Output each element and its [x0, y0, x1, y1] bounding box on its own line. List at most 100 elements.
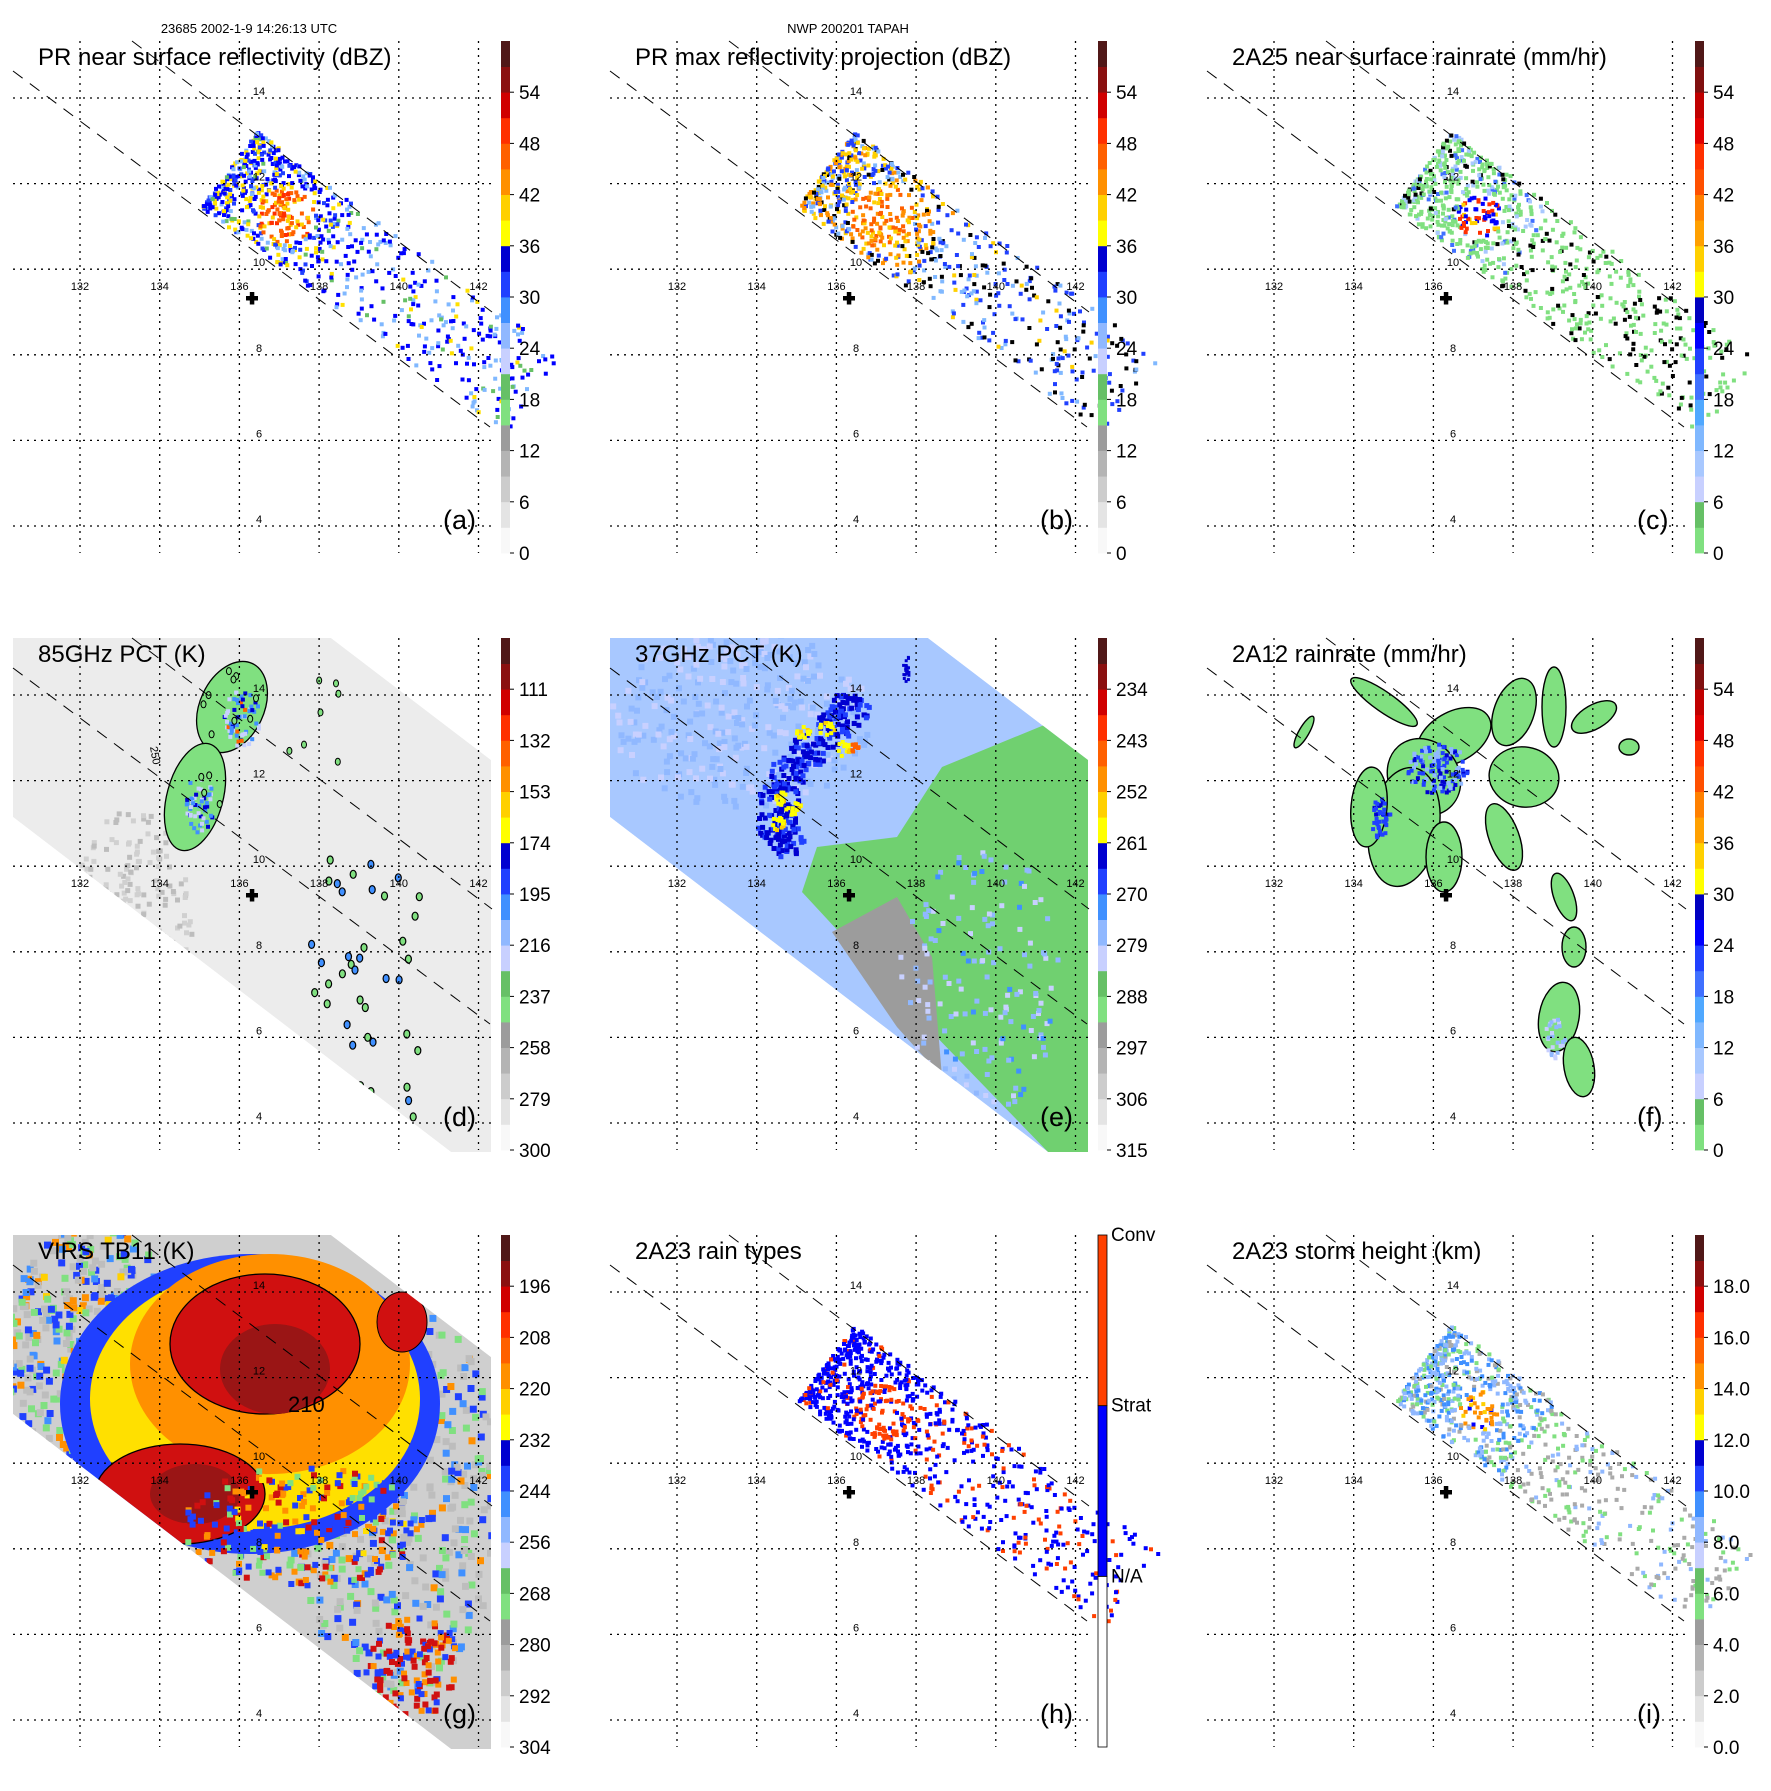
- data-pixel: [487, 1418, 494, 1425]
- data-pixel: [176, 996, 181, 1001]
- data-pixel: [43, 1424, 50, 1431]
- data-pixel: [54, 1338, 61, 1345]
- data-pixel: [1632, 342, 1636, 346]
- data-pixel: [232, 708, 236, 712]
- lat-label: 12: [850, 172, 862, 184]
- data-pixel: [443, 1495, 450, 1502]
- data-pixel: [127, 840, 132, 845]
- data-pixel: [1690, 396, 1694, 400]
- data-pixel: [303, 195, 307, 199]
- data-pixel: [943, 975, 948, 980]
- data-pixel: [756, 631, 762, 637]
- data-pixel: [88, 867, 93, 872]
- data-pixel: [493, 333, 497, 337]
- data-pixel: [1038, 897, 1043, 902]
- data-pixel: [1447, 222, 1451, 226]
- data-pixel: [326, 198, 330, 202]
- data-pixel: [721, 794, 727, 800]
- data-pixel: [1530, 212, 1534, 216]
- data-pixel: [757, 816, 762, 821]
- colorbar-label: 0: [1713, 1141, 1724, 1162]
- data-pixel: [1060, 391, 1064, 395]
- data-pixel: [133, 989, 138, 994]
- data-pixel: [909, 188, 913, 192]
- data-pixel: [987, 912, 992, 917]
- colorbar-segment: [501, 92, 510, 118]
- data-pixel: [997, 345, 1001, 349]
- data-pixel: [664, 759, 670, 765]
- data-pixel: [1429, 769, 1433, 773]
- data-pixel: [298, 255, 302, 259]
- data-pixel: [243, 714, 247, 718]
- lon-label: 132: [668, 281, 686, 293]
- data-pixel: [237, 219, 241, 223]
- data-pixel: [894, 256, 898, 260]
- data-pixel: [1407, 189, 1411, 193]
- data-pixel: [667, 673, 673, 679]
- data-pixel: [118, 973, 123, 978]
- data-pixel: [101, 994, 106, 999]
- colorbar-segment: [501, 220, 510, 246]
- data-pixel: [1452, 138, 1456, 142]
- data-pixel: [1090, 307, 1094, 311]
- data-pixel: [191, 801, 195, 805]
- data-pixel: [1633, 310, 1637, 314]
- colorbar-segment: [501, 1022, 510, 1048]
- data-pixel: [770, 769, 775, 774]
- data-pixel: [1530, 238, 1534, 242]
- data-pixel: [1428, 213, 1432, 217]
- data-pixel: [1051, 352, 1055, 356]
- data-pixel: [794, 673, 800, 679]
- data-pixel: [447, 302, 451, 306]
- data-pixel: [732, 709, 738, 715]
- data-pixel: [1464, 176, 1468, 180]
- data-pixel: [1556, 304, 1560, 308]
- data-pixel: [407, 314, 411, 318]
- data-pixel: [135, 886, 140, 891]
- data-pixel: [28, 1405, 35, 1412]
- data-pixel: [787, 776, 792, 781]
- data-pixel: [283, 243, 287, 247]
- data-pixel: [1600, 293, 1604, 297]
- data-pixel: [777, 729, 783, 735]
- data-pixel: [821, 759, 826, 764]
- data-pixel: [895, 178, 899, 182]
- colorbar-segment: [1098, 246, 1107, 272]
- data-pixel: [802, 206, 806, 210]
- data-pixel: [1539, 226, 1543, 230]
- data-pixel: [999, 903, 1004, 908]
- data-pixel: [1644, 346, 1648, 350]
- data-pixel: [1022, 952, 1027, 957]
- data-pixel: [292, 198, 296, 202]
- data-pixel: [1434, 211, 1438, 215]
- colorbar-segment: [501, 271, 510, 297]
- data-pixel: [816, 758, 821, 763]
- data-pixel: [225, 219, 229, 223]
- data-pixel: [847, 227, 851, 231]
- data-pixel: [1429, 185, 1433, 189]
- data-pixel: [849, 232, 853, 236]
- data-pixel: [144, 993, 149, 998]
- data-pixel: [1610, 262, 1614, 266]
- data-pixel: [153, 1032, 158, 1037]
- rain-contour: [346, 953, 352, 961]
- colorbar-segment: [1098, 118, 1107, 144]
- data-pixel: [963, 1011, 968, 1016]
- data-pixel: [844, 744, 848, 748]
- data-pixel: [929, 284, 933, 288]
- data-pixel: [1004, 339, 1008, 343]
- data-pixel: [214, 207, 218, 211]
- data-pixel: [809, 750, 814, 755]
- data-pixel: [1486, 229, 1490, 233]
- data-pixel: [119, 939, 124, 944]
- data-pixel: [300, 271, 304, 275]
- data-pixel: [468, 1499, 475, 1506]
- plus-icon-bar: [847, 292, 852, 305]
- data-pixel: [329, 223, 333, 227]
- data-pixel: [368, 240, 372, 244]
- data-pixel: [36, 1373, 43, 1380]
- lat-label: 4: [256, 1111, 262, 1123]
- data-pixel: [1634, 363, 1638, 367]
